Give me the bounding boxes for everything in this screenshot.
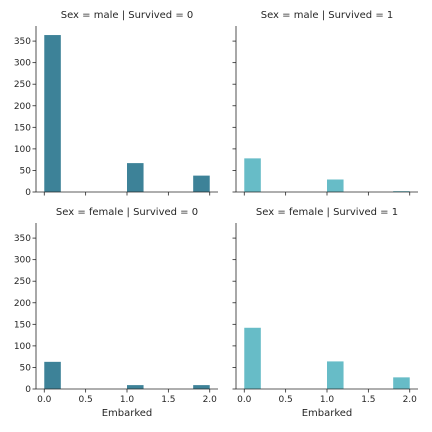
y-tick-label: 200 xyxy=(14,299,31,309)
x-tick-label: 0.5 xyxy=(278,395,292,405)
y-tick-label: 50 xyxy=(20,166,32,176)
x-tick-label: 2.0 xyxy=(203,395,218,405)
x-tick-label: 2.0 xyxy=(403,395,418,405)
histogram-bar xyxy=(244,158,261,192)
y-tick-label: 300 xyxy=(14,256,31,266)
x-axis-label: Embarked xyxy=(102,408,153,419)
y-tick-label: 200 xyxy=(14,102,31,112)
x-tick-label: 0.5 xyxy=(78,395,92,405)
y-tick-label: 250 xyxy=(14,80,31,90)
x-tick-label: 1.0 xyxy=(320,395,335,405)
y-tick-label: 350 xyxy=(14,234,31,244)
y-tick-label: 150 xyxy=(14,320,31,330)
histogram-bar xyxy=(393,377,410,389)
x-tick-label: 0.0 xyxy=(237,395,252,405)
y-tick-label: 150 xyxy=(14,123,31,133)
histogram-bar xyxy=(127,163,144,192)
panel-title: Sex = female | Survived = 0 xyxy=(56,207,198,218)
x-tick-label: 1.5 xyxy=(161,395,175,405)
panel-title: Sex = male | Survived = 1 xyxy=(261,10,394,21)
x-axis-label: Embarked xyxy=(302,408,353,419)
histogram-bar xyxy=(44,35,61,192)
y-tick-label: 50 xyxy=(20,363,32,373)
histogram-bar xyxy=(244,328,261,389)
y-tick-label: 100 xyxy=(14,145,31,155)
histogram-bar xyxy=(327,180,344,193)
x-tick-label: 1.5 xyxy=(361,395,375,405)
y-tick-label: 250 xyxy=(14,277,31,287)
x-tick-label: 0.0 xyxy=(37,395,52,405)
histogram-bar xyxy=(193,176,210,192)
y-tick-label: 100 xyxy=(14,342,31,352)
histogram-bar xyxy=(193,385,210,389)
panel-title: Sex = male | Survived = 0 xyxy=(61,10,194,21)
panel-title: Sex = female | Survived = 1 xyxy=(256,207,398,218)
histogram-bar xyxy=(44,362,61,389)
histogram-bar xyxy=(127,385,144,389)
y-tick-label: 300 xyxy=(14,59,31,69)
y-tick-label: 0 xyxy=(25,188,31,198)
x-tick-label: 1.0 xyxy=(120,395,135,405)
histogram-bar xyxy=(327,361,344,389)
y-tick-label: 0 xyxy=(25,385,31,395)
y-tick-label: 350 xyxy=(14,37,31,47)
